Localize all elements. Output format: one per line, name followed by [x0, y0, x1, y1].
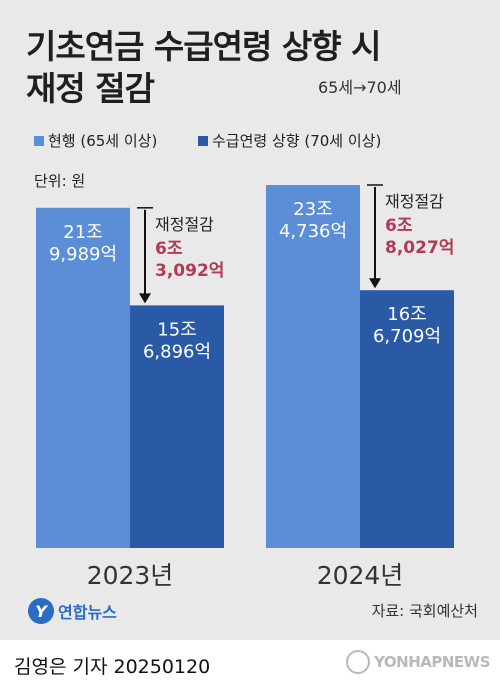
- bar-value-label: 23조: [293, 199, 332, 220]
- saving-value-label: 6조: [385, 216, 413, 236]
- saving-value-label: 6조: [155, 239, 183, 259]
- bar-value-label: 21조: [63, 222, 102, 243]
- bar-chart: 21조9,989억15조6,896억재정절감6조3,092억2023년23조4,…: [36, 184, 454, 590]
- saving-arrow-head-icon: [139, 293, 151, 304]
- page-title-line-1: 기초연금 수급연령 상향 시: [26, 27, 381, 66]
- saving-arrow-head-icon: [369, 278, 381, 289]
- byline: 김영은 기자 20250120: [14, 656, 211, 678]
- yonhap-logo: Y 연합뉴스: [28, 598, 117, 624]
- source-note: 자료: 국회예산처: [371, 602, 478, 620]
- legend-swatch-current: [34, 135, 44, 146]
- bar-value-label: 16조: [387, 304, 426, 325]
- bar-value-label: 6,896억: [143, 341, 211, 362]
- legend-item-raised: 수급연령 상향 (70세 이상): [198, 130, 381, 151]
- watermark: YONHAPNEWS: [346, 650, 490, 674]
- page-title-line-2: 재정 절감: [26, 69, 155, 108]
- legend-item-current: 현행 (65세 이상): [34, 130, 157, 151]
- bar-raised-1: [130, 305, 224, 548]
- legend-label-raised: 수급연령 상향 (70세 이상): [212, 132, 382, 150]
- x-tick-label: 2024년: [317, 561, 404, 590]
- legend-label-current: 현행 (65세 이상): [48, 132, 158, 150]
- bar-current-2: [266, 185, 360, 548]
- bar-current-1: [36, 207, 130, 548]
- unit-label: 단위: 원: [34, 172, 86, 190]
- bar-value-label: 4,736억: [279, 221, 347, 242]
- saving-value-label: 3,092억: [155, 261, 224, 281]
- bar-value-label: 15조: [157, 319, 196, 340]
- x-tick-label: 2023년: [87, 561, 174, 590]
- saving-label: 재정절감: [155, 215, 214, 234]
- saving-value-label: 8,027억: [385, 238, 454, 258]
- bar-value-label: 6,709억: [373, 326, 441, 347]
- yonhap-watermark-icon: [346, 650, 371, 674]
- bar-raised-2: [360, 290, 454, 548]
- bar-value-label: 9,989억: [49, 244, 117, 265]
- yonhap-logo-text: 연합뉴스: [58, 603, 117, 622]
- legend-swatch-raised: [198, 135, 208, 146]
- footer-bar: [0, 640, 500, 690]
- saving-label: 재정절감: [385, 192, 444, 211]
- watermark-text: YONHAPNEWS: [374, 653, 490, 671]
- subtitle: 65세→70세: [318, 78, 402, 97]
- yonhap-logo-icon: Y: [28, 598, 54, 624]
